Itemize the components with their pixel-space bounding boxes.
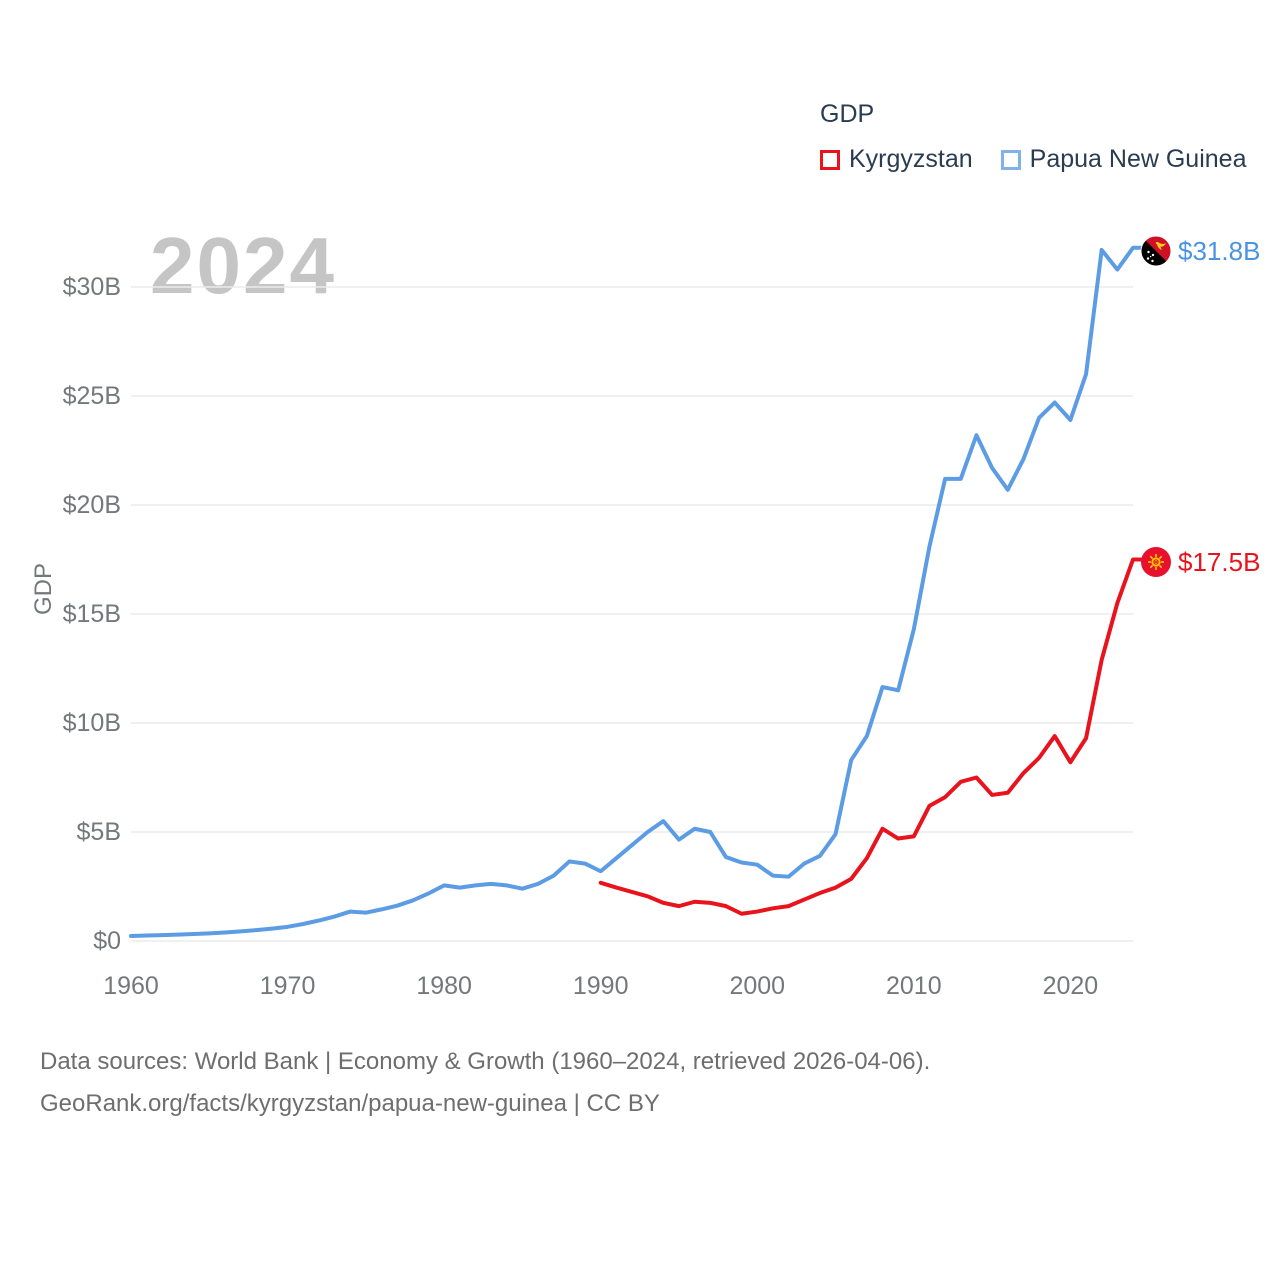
kyrgyzstan-swatch-icon — [820, 149, 840, 170]
y-tick-label: $25B — [62, 382, 121, 410]
y-tick-label: $20B — [62, 491, 121, 519]
attribution-link-text[interactable]: GeoRank.org/facts/kyrgyzstan/papua-new-g… — [40, 1090, 660, 1117]
x-tick-label: 1990 — [572, 972, 629, 1000]
legend-item-papua-new-guinea[interactable]: Papua New Guinea — [1000, 145, 1247, 174]
x-tick-label: 2010 — [886, 972, 942, 1000]
legend-title: GDP — [820, 100, 875, 128]
x-tick-label: 2020 — [1042, 972, 1099, 1000]
y-tick-label: $30B — [62, 273, 121, 301]
y-tick-label: $0 — [93, 927, 121, 955]
y-tick-label: $10B — [62, 709, 121, 737]
kyrgyzstan-value-label: $17.5B — [1178, 547, 1261, 577]
y-tick-label: $5B — [76, 818, 121, 846]
series-line-kyrgyzstan[interactable] — [598, 557, 1145, 916]
data-sources-text: Data sources: World Bank | Economy & Gro… — [40, 1048, 931, 1075]
legend-item-kyrgyzstan[interactable]: Kyrgyzstan — [820, 145, 973, 174]
papua-new-guinea-value-label: $31.8B — [1178, 236, 1261, 266]
legend: GDP Kyrgyzstan Papua New Guinea — [820, 100, 1250, 174]
x-tick-label: 1960 — [103, 972, 159, 1000]
papua-new-guinea-flag-icon — [1140, 235, 1172, 267]
x-tick-label: 1970 — [259, 972, 316, 1000]
y-tick-label: $15B — [62, 600, 121, 628]
watermark-year: 2024 — [150, 221, 336, 310]
legend-items: Kyrgyzstan Papua New Guinea — [820, 145, 1250, 174]
kyrgyzstan-flag-icon — [1141, 547, 1171, 577]
x-tick-label: 1980 — [416, 972, 472, 1000]
legend-item-label-kyrgyzstan: Kyrgyzstan — [849, 145, 973, 173]
papua-new-guinea-swatch-icon — [1000, 149, 1021, 170]
series-line-papua-new-guinea[interactable] — [129, 245, 1145, 938]
x-tick-label: 2000 — [729, 972, 786, 1000]
legend-item-label-papua-new-guinea: Papua New Guinea — [1029, 145, 1247, 173]
